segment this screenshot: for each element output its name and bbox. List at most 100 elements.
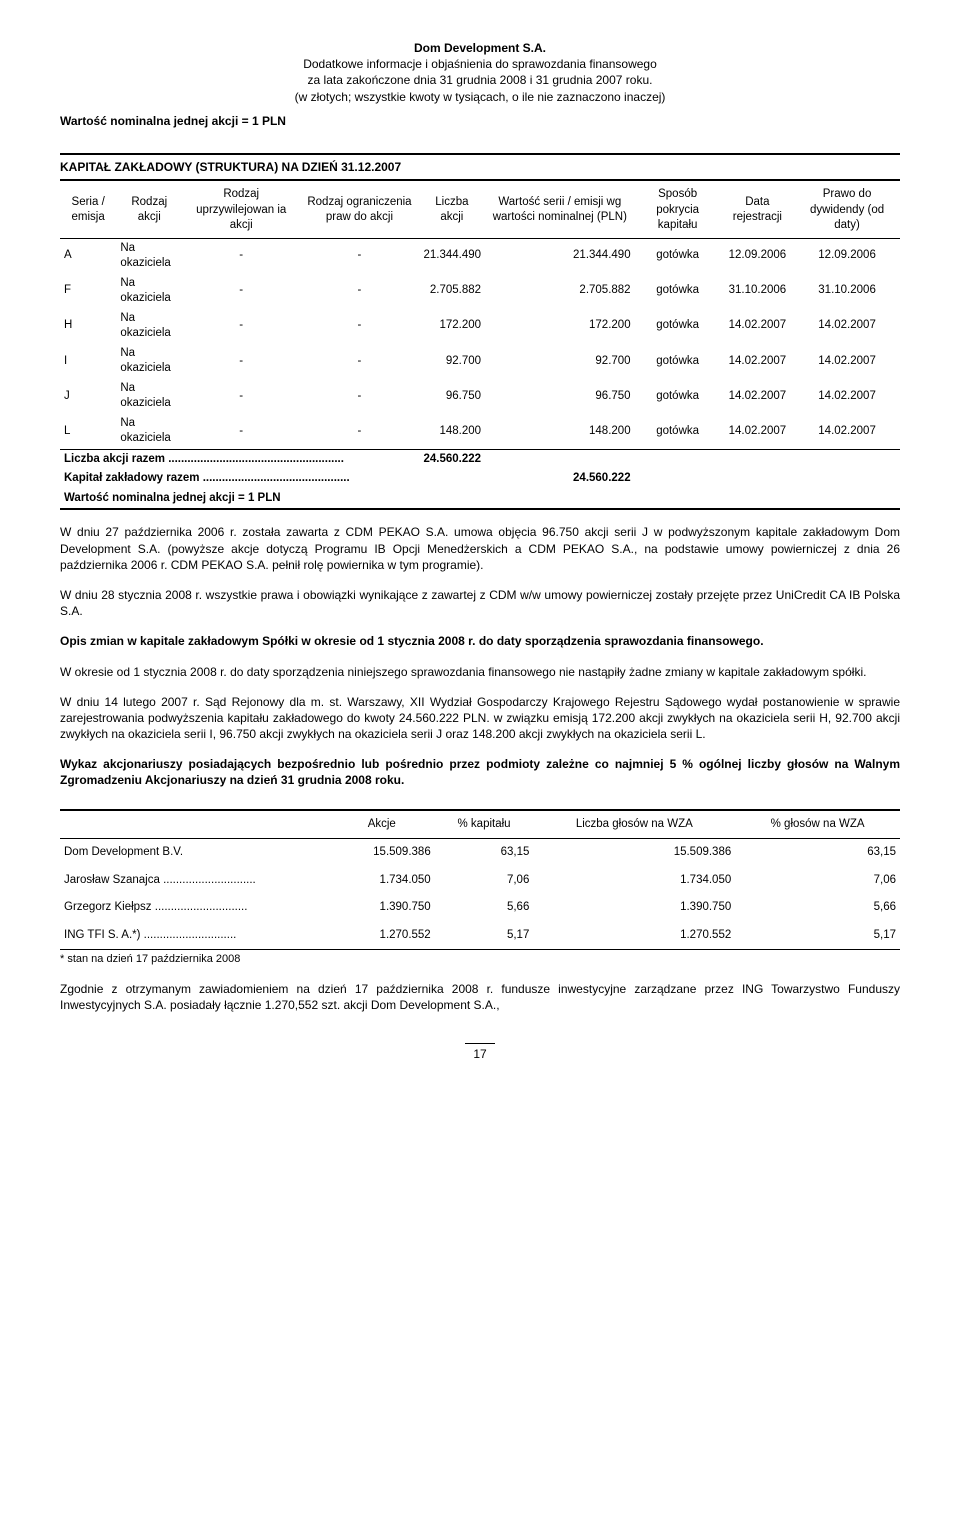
- page-number: 17: [465, 1043, 495, 1062]
- heading-opis-zmian: Opis zmian w kapitale zakładowym Spółki …: [60, 633, 900, 649]
- paragraph-4: W dniu 14 lutego 2007 r. Sąd Rejonowy dl…: [60, 694, 900, 743]
- paragraph-3: W okresie od 1 stycznia 2008 r. do daty …: [60, 664, 900, 680]
- heading-wykaz: Wykaz akcjonariuszy posiadających bezpoś…: [60, 756, 900, 788]
- table-cell: -: [300, 414, 418, 450]
- table-cell: 1.734.050: [329, 867, 435, 895]
- table-cell: 1.390.750: [329, 894, 435, 922]
- table-cell: 14.02.2007: [721, 379, 794, 414]
- paragraph-5: Zgodnie z otrzymanym zawiadomieniem na d…: [60, 981, 900, 1013]
- table-cell: -: [182, 379, 300, 414]
- table-cell: 12.09.2006: [721, 238, 794, 274]
- table-row: JNa okaziciela--96.75096.750gotówka14.02…: [60, 379, 900, 414]
- table-cell: 1.270.552: [329, 922, 435, 950]
- nominal-again: Wartość nominalna jednej akcji = 1 PLN: [60, 489, 900, 510]
- shareholders-footnote: * stan na dzień 17 października 2008: [60, 952, 900, 967]
- table-row: FNa okaziciela--2.705.8822.705.882gotówk…: [60, 274, 900, 309]
- table-cell: 21.344.490: [485, 238, 635, 274]
- table-cell: Na okaziciela: [116, 274, 182, 309]
- table-cell: 5,66: [435, 894, 534, 922]
- table-cell: -: [300, 238, 418, 274]
- table-cell: -: [300, 344, 418, 379]
- table-cell: -: [182, 414, 300, 450]
- table-cell: Na okaziciela: [116, 379, 182, 414]
- table-cell: 1.270.552: [533, 922, 735, 950]
- shareholder-name: Grzegorz Kiełpsz .......................…: [60, 894, 329, 922]
- table-cell: 12.09.2006: [794, 238, 900, 274]
- col-rejestracja: Data rejestracji: [721, 183, 794, 238]
- table-cell: -: [182, 238, 300, 274]
- sh-col-pct-kapitalu: % kapitału: [435, 810, 534, 839]
- table-cell: gotówka: [635, 238, 721, 274]
- col-dywidenda: Prawo do dywidendy (od daty): [794, 183, 900, 238]
- table-row: HNa okaziciela--172.200172.200gotówka14.…: [60, 309, 900, 344]
- total-capital-label: Kapitał zakładowy razem: [64, 472, 200, 484]
- table-cell: gotówka: [635, 309, 721, 344]
- table-cell: Na okaziciela: [116, 238, 182, 274]
- sh-col-pct-glosow: % głosów na WZA: [735, 810, 900, 839]
- table-cell: 5,66: [735, 894, 900, 922]
- table-cell: 31.10.2006: [721, 274, 794, 309]
- table-cell: 15.509.386: [533, 839, 735, 867]
- table-cell: 172.200: [485, 309, 635, 344]
- table-cell: gotówka: [635, 414, 721, 450]
- col-wartosc: Wartość serii / emisji wg wartości nomin…: [485, 183, 635, 238]
- table-cell: 2.705.882: [485, 274, 635, 309]
- table-cell: Na okaziciela: [116, 344, 182, 379]
- table-cell: 96.750: [419, 379, 485, 414]
- col-seria: Seria / emisja: [60, 183, 116, 238]
- table-cell: Na okaziciela: [116, 414, 182, 450]
- table-cell: 1.390.750: [533, 894, 735, 922]
- table-cell: -: [182, 344, 300, 379]
- table-cell: A: [60, 238, 116, 274]
- table-cell: gotówka: [635, 379, 721, 414]
- table-cell: -: [300, 309, 418, 344]
- sh-col-glosy: Liczba głosów na WZA: [533, 810, 735, 839]
- table-cell: H: [60, 309, 116, 344]
- sh-col-blank: [60, 810, 329, 839]
- total-shares-label: Liczba akcji razem: [64, 453, 165, 465]
- table-row: Grzegorz Kiełpsz .......................…: [60, 894, 900, 922]
- header-line2: Dodatkowe informacje i objaśnienia do sp…: [60, 56, 900, 72]
- table-row: Dom Development B.V.15.509.38663,1515.50…: [60, 839, 900, 867]
- table-cell: 14.02.2007: [794, 379, 900, 414]
- table-cell: 1.734.050: [533, 867, 735, 895]
- table-cell: 63,15: [735, 839, 900, 867]
- paragraph-1: W dniu 27 października 2006 r. została z…: [60, 524, 900, 573]
- total-capital-value: 24.560.222: [485, 469, 635, 489]
- table-cell: 92.700: [419, 344, 485, 379]
- table-cell: 63,15: [435, 839, 534, 867]
- col-pokrycie: Sposób pokrycia kapitału: [635, 183, 721, 238]
- table-cell: 14.02.2007: [794, 414, 900, 450]
- table-row: ING TFI S. A.*) ........................…: [60, 922, 900, 950]
- table-cell: 14.02.2007: [794, 344, 900, 379]
- company-name: Dom Development S.A.: [60, 40, 900, 56]
- table-row: LNa okaziciela--148.200148.200gotówka14.…: [60, 414, 900, 450]
- table-cell: 14.02.2007: [721, 344, 794, 379]
- shareholder-name: Jarosław Szanajca ......................…: [60, 867, 329, 895]
- shareholder-name: ING TFI S. A.*) ........................…: [60, 922, 329, 950]
- table-cell: 148.200: [485, 414, 635, 450]
- table-cell: 5,17: [735, 922, 900, 950]
- table-cell: gotówka: [635, 344, 721, 379]
- table-cell: 14.02.2007: [794, 309, 900, 344]
- header-line3: za lata zakończone dnia 31 grudnia 2008 …: [60, 72, 900, 88]
- table-cell: -: [182, 274, 300, 309]
- nominal-value-line: Wartość nominalna jednej akcji = 1 PLN: [60, 113, 900, 129]
- shareholders-table: Akcje % kapitału Liczba głosów na WZA % …: [60, 809, 900, 950]
- col-uprzywilejowanie: Rodzaj uprzywilejowan ia akcji: [182, 183, 300, 238]
- sh-col-akcje: Akcje: [329, 810, 435, 839]
- table-cell: J: [60, 379, 116, 414]
- table-cell: -: [300, 274, 418, 309]
- struktura-title: KAPITAŁ ZAKŁADOWY (STRUKTURA) NA DZIEŃ 3…: [60, 153, 900, 181]
- table-cell: 2.705.882: [419, 274, 485, 309]
- total-shares-value: 24.560.222: [419, 449, 485, 469]
- shareholder-name: Dom Development B.V.: [60, 839, 329, 867]
- table-cell: 172.200: [419, 309, 485, 344]
- table-cell: L: [60, 414, 116, 450]
- table-cell: 14.02.2007: [721, 309, 794, 344]
- table-cell: 15.509.386: [329, 839, 435, 867]
- table-cell: gotówka: [635, 274, 721, 309]
- table-cell: -: [182, 309, 300, 344]
- table-row: Jarosław Szanajca ......................…: [60, 867, 900, 895]
- table-cell: 148.200: [419, 414, 485, 450]
